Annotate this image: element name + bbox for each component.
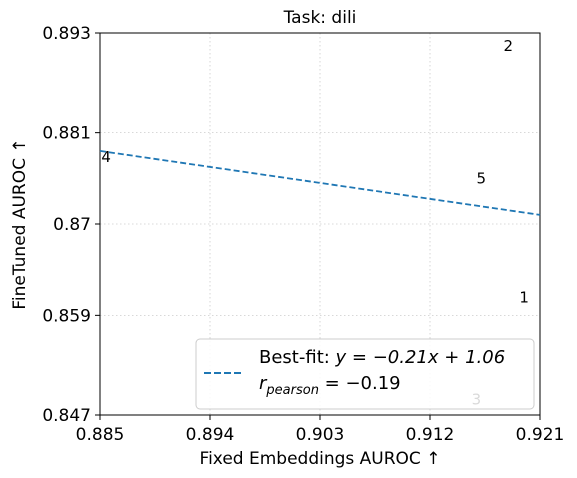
x-tick-label: 0.903 [296,425,345,445]
legend: Best-fit: y = −0.21x + 1.06 rpearson = −… [195,338,535,410]
legend-pearson-r: r [259,373,268,394]
y-tick-label: 0.847 [42,406,91,426]
y-tick-label: 0.893 [42,24,91,44]
legend-fit-prefix: Best-fit: [259,347,336,368]
point-label-5: 5 [477,170,487,188]
legend-fit-equation: y = −0.21x + 1.06 [335,347,506,368]
y-axis: 0.847 0.859 0.87 0.881 0.893 [42,24,100,426]
legend-pearson-entry: rpearson = −0.19 [259,373,401,398]
legend-fit-entry: Best-fit: y = −0.21x + 1.06 [259,347,505,368]
legend-pearson-sub: pearson [265,383,319,398]
point-label-2: 2 [503,37,513,55]
chart-title: Task: dili [283,8,357,28]
y-tick-label: 0.859 [42,306,91,326]
x-tick-label: 0.921 [516,425,565,445]
x-tick-label: 0.912 [406,425,455,445]
y-tick-label: 0.87 [53,215,91,235]
fit-line [99,150,541,216]
legend-box [195,338,535,410]
point-label-4: 4 [101,148,111,166]
point-label-1: 1 [519,288,529,306]
y-axis-title: FineTuned AUROC ↑ [10,138,30,309]
x-tick-label: 0.885 [76,425,125,445]
x-tick-label: 0.894 [186,425,235,445]
legend-pearson-value: = −0.19 [319,373,401,394]
fit-line-group [99,150,541,216]
x-axis: 0.885 0.894 0.903 0.912 0.921 [76,415,565,445]
x-axis-title: Fixed Embeddings AUROC ↑ [200,449,441,469]
y-tick-label: 0.881 [42,124,91,144]
